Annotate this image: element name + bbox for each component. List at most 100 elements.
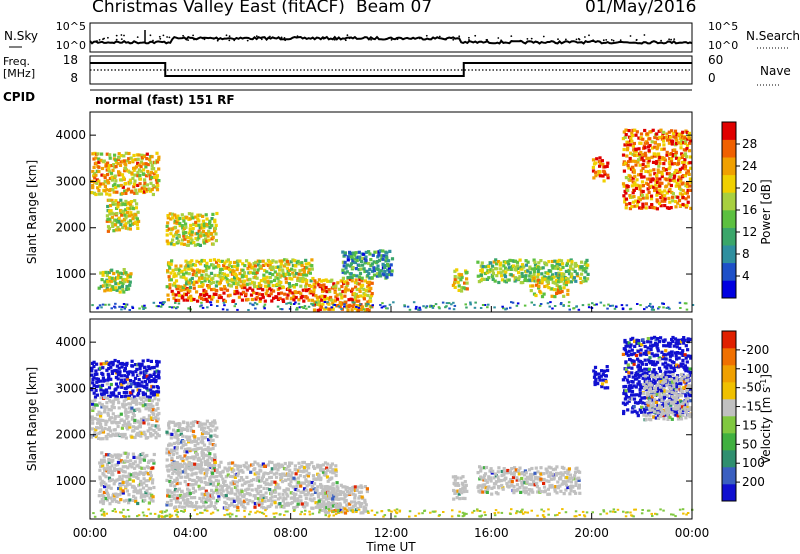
echo-cell: [245, 491, 249, 496]
echo-cell: [580, 272, 584, 276]
echo-cell: [135, 191, 139, 195]
echo-cell: [495, 274, 499, 278]
echo-cell: [671, 131, 675, 135]
nsearch-dot: [346, 34, 349, 37]
echo-cell: [633, 344, 637, 348]
echo-cell: [136, 431, 140, 435]
echo-cell: [149, 431, 153, 435]
echo-cell: [156, 373, 161, 377]
near-range-cell: [96, 307, 99, 310]
echo-cell: [125, 210, 129, 215]
echo-cell: [627, 341, 631, 345]
echo-cell: [188, 217, 192, 221]
nsearch-dot: [612, 39, 615, 42]
echo-cell: [670, 173, 674, 177]
echo-cell: [451, 283, 455, 287]
echo-cell: [280, 504, 284, 508]
echo-cell: [124, 278, 128, 282]
echo-cell: [186, 298, 190, 302]
echo-cell: [249, 470, 253, 474]
echo-cell: [631, 336, 635, 340]
echo-cell: [536, 490, 540, 494]
echo-cell: [199, 480, 203, 484]
echo-cell: [300, 261, 304, 265]
echo-cell: [117, 414, 121, 418]
echo-cell: [141, 162, 145, 166]
echo-cell: [553, 280, 557, 284]
near-range-cell: [546, 302, 550, 305]
echo-cell: [170, 242, 174, 246]
echo-cell: [90, 415, 94, 419]
echo-cell: [259, 279, 263, 283]
echo-cell: [204, 500, 208, 504]
echo-cell: [96, 377, 100, 381]
echo-cell: [199, 262, 203, 266]
echo-cell: [129, 203, 133, 207]
echo-cell: [357, 304, 361, 308]
echo-cell: [643, 146, 647, 150]
nsearch-dot: [670, 38, 672, 41]
echo-cell: [338, 292, 342, 296]
echo-cell: [638, 394, 642, 398]
echo-cell: [651, 362, 655, 366]
echo-cell: [128, 477, 132, 481]
echo-cell: [181, 216, 186, 221]
echo-cell: [344, 498, 348, 503]
echo-cell: [622, 409, 626, 414]
near-range-cell: [562, 304, 565, 307]
echo-cell: [638, 373, 643, 377]
echo-cell: [92, 157, 96, 161]
echo-cell: [595, 372, 599, 376]
near-range-cell: [452, 301, 455, 304]
echo-cell: [130, 406, 134, 410]
echo-cell: [559, 279, 563, 283]
echo-cell: [277, 280, 281, 284]
echo-cell: [650, 203, 654, 207]
echo-cell: [241, 470, 245, 474]
echo-cell: [357, 263, 361, 267]
echo-cell: [360, 276, 364, 280]
echo-cell: [313, 279, 317, 283]
echo-cell: [110, 420, 114, 424]
echo-cell: [273, 278, 277, 282]
echo-cell: [676, 201, 680, 205]
echo-cell: [214, 501, 218, 505]
echo-cell: [627, 129, 631, 133]
echo-cell: [478, 484, 482, 488]
echo-cell: [685, 171, 689, 175]
echo-cell: [306, 491, 310, 495]
echo-cell: [484, 465, 489, 470]
echo-cell: [201, 283, 205, 287]
echo-cell: [172, 497, 176, 501]
echo-cell: [97, 418, 101, 422]
echo-cell: [244, 480, 248, 484]
echo-cell: [248, 499, 252, 503]
echo-cell: [567, 272, 572, 276]
echo-cell: [194, 274, 198, 278]
echo-cell: [155, 181, 159, 185]
echo-cell: [229, 284, 233, 288]
echo-cell: [593, 382, 597, 387]
echo-cell: [187, 264, 191, 268]
echo-cell: [276, 497, 280, 501]
echo-cell: [594, 377, 598, 381]
near-range-cell: [538, 304, 542, 307]
echo-cell: [454, 475, 458, 479]
echo-cell: [330, 476, 334, 480]
echo-cell: [169, 476, 173, 480]
echo-cell: [518, 486, 522, 490]
echo-cell: [204, 213, 208, 217]
echo-cell: [511, 476, 516, 480]
colorbar-segment: [722, 210, 736, 228]
echo-cell: [125, 287, 129, 291]
echo-cell: [634, 163, 638, 167]
echo-cell: [341, 268, 345, 272]
echo-cell: [289, 474, 293, 478]
echo-cell: [152, 365, 156, 370]
echo-cell: [94, 192, 98, 197]
echo-cell: [641, 189, 645, 194]
echo-cell: [90, 373, 94, 377]
echo-cell: [487, 485, 491, 489]
echo-cell: [113, 358, 117, 363]
echo-cell: [574, 480, 578, 484]
